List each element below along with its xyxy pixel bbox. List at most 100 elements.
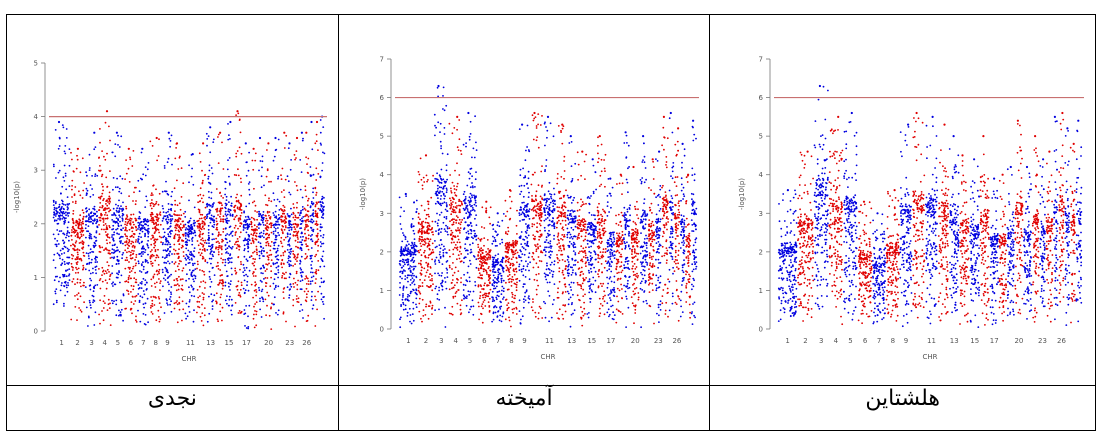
snp-point — [248, 181, 251, 184]
snp-point — [177, 229, 180, 232]
snp-point — [199, 161, 202, 163]
snp-point — [410, 274, 413, 277]
snp-point — [468, 138, 471, 141]
snp-point — [311, 233, 313, 236]
snp-point — [88, 236, 91, 239]
snp-point — [520, 270, 523, 273]
snp-point — [153, 304, 156, 306]
y-tick-label: 0 — [34, 328, 38, 336]
x-tick-label: 3 — [89, 339, 93, 347]
snp-point — [133, 246, 136, 249]
snp-point — [282, 262, 285, 265]
snp-point — [102, 219, 105, 221]
snp-point — [427, 317, 430, 320]
snp-point — [290, 264, 292, 267]
snp-point — [213, 221, 215, 224]
snp-point — [437, 180, 440, 183]
snp-point — [211, 203, 214, 206]
snp-point — [227, 159, 229, 162]
snp-point — [138, 232, 141, 235]
snp-point — [71, 179, 74, 182]
snp-point — [130, 270, 133, 272]
snp-point — [237, 312, 240, 314]
snp-point — [404, 275, 406, 277]
snp-point — [450, 202, 452, 205]
snp-point — [105, 203, 107, 205]
snp-point — [65, 275, 68, 278]
snp-point — [144, 249, 147, 251]
snp-point — [175, 147, 178, 149]
snp-point — [475, 234, 478, 237]
snp-point — [229, 295, 231, 298]
snp-point — [178, 226, 180, 229]
snp-point — [219, 213, 222, 215]
snp-point — [142, 265, 145, 268]
snp-point — [167, 260, 169, 263]
snp-point — [182, 245, 184, 248]
snp-point — [109, 273, 112, 276]
snp-point — [484, 296, 486, 299]
snp-point — [316, 234, 319, 237]
chromosome-1-points — [52, 120, 71, 307]
snp-point — [452, 221, 455, 224]
snp-point — [206, 213, 209, 216]
snp-point — [251, 225, 253, 228]
snp-point — [187, 257, 189, 260]
snp-point — [305, 214, 307, 217]
snp-point — [60, 192, 62, 195]
snp-point — [254, 284, 257, 287]
snp-point — [141, 178, 144, 181]
snp-point — [446, 269, 448, 271]
snp-point — [423, 232, 426, 235]
snp-point — [467, 199, 470, 202]
snp-point — [203, 307, 206, 309]
snp-point — [401, 260, 404, 263]
x-tick-label: 17 — [242, 339, 251, 347]
snp-point — [209, 285, 212, 288]
snp-point — [482, 244, 485, 247]
snp-point — [265, 263, 267, 265]
snp-point — [404, 298, 407, 301]
snp-point — [146, 270, 149, 273]
snp-point — [184, 210, 187, 213]
snp-point — [301, 208, 304, 211]
snp-point — [252, 272, 254, 275]
snp-point — [225, 252, 227, 254]
snp-point — [224, 234, 227, 237]
snp-point — [424, 221, 427, 224]
snp-point — [198, 224, 201, 227]
snp-point — [215, 208, 217, 211]
snp-point — [129, 223, 132, 226]
snp-point — [402, 303, 405, 306]
snp-point — [515, 261, 518, 264]
snp-point — [137, 221, 140, 224]
snp-point — [266, 210, 269, 213]
snp-point — [230, 313, 233, 316]
snp-point — [435, 172, 438, 175]
snp-point — [85, 187, 88, 190]
snp-point — [150, 285, 153, 287]
snp-point — [306, 210, 309, 213]
snp-point — [520, 231, 523, 233]
snp-point — [511, 311, 514, 314]
snp-point — [147, 162, 150, 164]
snp-point — [436, 197, 439, 200]
snp-point — [206, 249, 209, 251]
snp-point — [182, 251, 185, 253]
snp-point — [289, 168, 292, 171]
snp-point — [155, 221, 157, 224]
snp-point — [283, 189, 285, 192]
snp-point — [193, 206, 196, 209]
snp-point — [199, 231, 202, 233]
snp-point — [421, 188, 424, 190]
snp-point — [224, 187, 227, 190]
snp-point — [415, 297, 417, 300]
snp-point — [167, 210, 169, 213]
snp-point — [322, 217, 325, 219]
snp-point — [509, 262, 512, 265]
snp-point — [81, 240, 84, 243]
snp-point — [236, 288, 239, 291]
snp-point — [221, 261, 224, 264]
snp-point — [504, 318, 507, 321]
snp-point — [509, 243, 512, 246]
